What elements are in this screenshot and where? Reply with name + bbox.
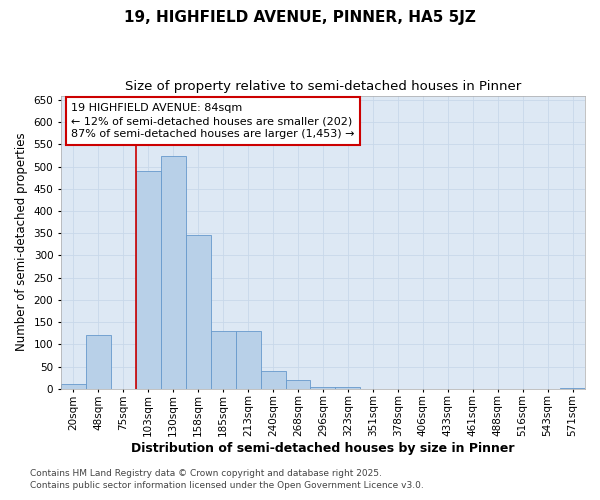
Bar <box>236 331 260 389</box>
Text: Contains HM Land Registry data © Crown copyright and database right 2025.
Contai: Contains HM Land Registry data © Crown c… <box>30 469 424 490</box>
Bar <box>211 331 236 389</box>
Bar <box>161 156 186 389</box>
Bar <box>186 236 211 389</box>
Bar <box>136 171 161 389</box>
Bar <box>61 384 86 389</box>
Bar <box>310 386 335 389</box>
X-axis label: Distribution of semi-detached houses by size in Pinner: Distribution of semi-detached houses by … <box>131 442 515 455</box>
Text: 19, HIGHFIELD AVENUE, PINNER, HA5 5JZ: 19, HIGHFIELD AVENUE, PINNER, HA5 5JZ <box>124 10 476 25</box>
Title: Size of property relative to semi-detached houses in Pinner: Size of property relative to semi-detach… <box>125 80 521 93</box>
Bar <box>286 380 310 389</box>
Y-axis label: Number of semi-detached properties: Number of semi-detached properties <box>15 133 28 352</box>
Bar <box>335 386 361 389</box>
Bar <box>560 388 585 389</box>
Bar <box>86 336 111 389</box>
Bar <box>260 371 286 389</box>
Text: 19 HIGHFIELD AVENUE: 84sqm
← 12% of semi-detached houses are smaller (202)
87% o: 19 HIGHFIELD AVENUE: 84sqm ← 12% of semi… <box>71 103 355 140</box>
